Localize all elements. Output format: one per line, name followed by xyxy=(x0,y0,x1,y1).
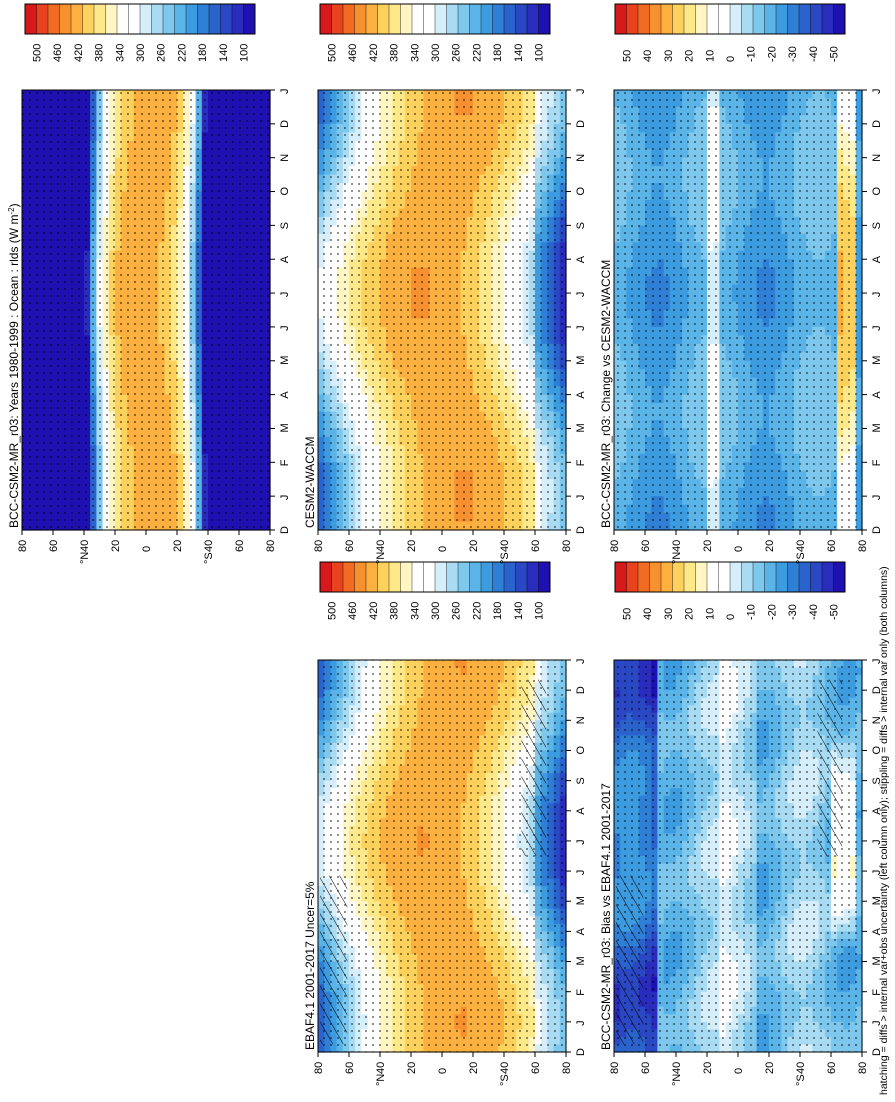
colorbar-label: 340 xyxy=(114,44,126,62)
colorbar-swatch xyxy=(151,3,164,35)
colorbar-label: 180 xyxy=(197,44,209,62)
lat-tick-label: 40 xyxy=(203,540,215,552)
lat-tick-label: 60 xyxy=(234,540,246,552)
colorbar-swatch xyxy=(243,3,256,35)
colorbar-frame xyxy=(24,3,256,35)
colorbar-label: 300 xyxy=(135,44,147,62)
month-tick-label: A xyxy=(279,255,291,263)
panel-title: BCC-CSM2-MR_r03: Years 1980-1999 : Ocean… xyxy=(7,203,22,528)
lat-tick-label: 80 xyxy=(265,540,277,552)
colorbar-swatch xyxy=(220,3,233,35)
colorbar-label: 100 xyxy=(239,44,251,62)
colorbar-swatch xyxy=(59,3,72,35)
colorbar-swatch xyxy=(93,3,107,35)
colorbar: 500 460 420 380 340 300 260 220 180 140 100 xyxy=(24,3,256,62)
colorbar-swatch xyxy=(174,3,187,35)
month-tick-label: F xyxy=(279,459,291,466)
month-tick-label: N xyxy=(279,154,291,162)
colorbar-swatch xyxy=(208,3,222,35)
month-tick-label: S xyxy=(279,222,291,229)
month-tick-label: J xyxy=(279,89,291,95)
colorbar-label: 460 xyxy=(52,44,64,62)
month-tick-label: J xyxy=(279,495,291,501)
colorbar-swatch xyxy=(36,3,49,35)
title-superscript: -2 xyxy=(7,207,16,215)
colorbar-swatch xyxy=(105,3,118,35)
colorbar-swatch xyxy=(185,3,199,35)
month-tick-label: J xyxy=(279,292,291,298)
colorbar-swatch xyxy=(197,3,210,35)
colorbar-swatch xyxy=(70,3,84,35)
stipple-overlay xyxy=(22,90,270,530)
lat-tick-label: 20 xyxy=(110,540,122,552)
lat-tick-label: 80 xyxy=(17,540,29,552)
month-tick-label: J xyxy=(279,325,291,331)
panel-obs-2: 80 60 40 20 0 20 40 60 80°N °SDJFMAMJJASONDJEBAF4… xyxy=(303,561,587,1086)
month-tick-label: A xyxy=(279,391,291,399)
lat-tick-label: 20 xyxy=(172,540,184,552)
hemisphere-label: °N xyxy=(79,552,91,564)
colorbar-swatch xyxy=(128,3,141,35)
colorbar-swatch xyxy=(162,3,176,35)
colorbar-label: 500 xyxy=(32,44,44,62)
hemisphere-label: °S xyxy=(203,552,215,564)
colorbar-swatch xyxy=(47,3,61,35)
colorbar-swatch xyxy=(82,3,95,35)
month-tick-label: O xyxy=(279,187,291,196)
month-tick-label: M xyxy=(279,356,291,365)
colorbar-label: 140 xyxy=(218,44,230,62)
colorbar-label: 380 xyxy=(94,44,106,62)
colorbar-swatch xyxy=(231,3,245,35)
lat-tick-label: 60 xyxy=(48,540,60,552)
panels: 80 60 40 20 0 20 40 60 80 °N °S D J F M A M J J A S O N D J BCC-C… xyxy=(7,3,883,1086)
month-tick-label: D xyxy=(279,526,291,534)
lat-tick-label: 40 xyxy=(79,540,91,552)
colorbar-label: 220 xyxy=(176,44,188,62)
month-tick-label: M xyxy=(279,423,291,432)
colorbar-swatch xyxy=(116,3,130,35)
colorbar-swatch xyxy=(24,3,38,35)
colorbar-label: 420 xyxy=(73,44,85,62)
title-close: ) xyxy=(7,203,21,207)
month-tick-label: D xyxy=(279,120,291,128)
colorbar-swatch xyxy=(139,3,153,35)
panel-model-1: 80 60 40 20 0 20 40 60 80 °N °S D J F M A M J J A S O N D J BCC-C… xyxy=(7,3,291,564)
lat-tick-label: 0 xyxy=(141,546,153,552)
colorbar-label: 260 xyxy=(156,44,168,62)
